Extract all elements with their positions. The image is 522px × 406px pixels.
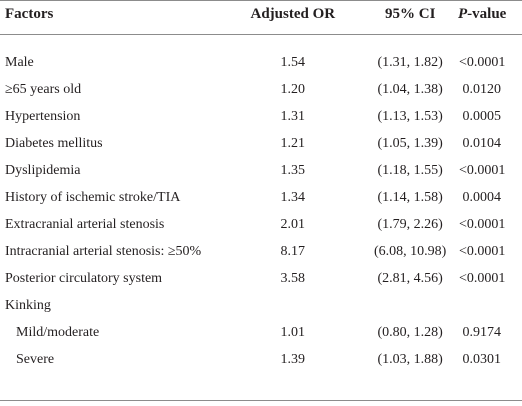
ci: (1.05, 1.39) <box>377 136 443 151</box>
ci: (1.31, 1.82) <box>377 55 443 70</box>
factor: Extracranial arterial stenosis <box>5 217 165 232</box>
factor: Intracranial arterial stenosis: ≥50% <box>5 244 202 259</box>
ci: (1.04, 1.38) <box>377 82 443 97</box>
ci: (1.14, 1.58) <box>377 190 443 205</box>
p-value: <0.0001 <box>459 163 506 178</box>
ci: (6.08, 10.98) <box>374 244 447 259</box>
ci: (1.18, 1.55) <box>377 163 443 178</box>
factor: ≥65 years old <box>5 82 82 97</box>
p-value: 0.0301 <box>462 352 502 367</box>
ci-header: 95% CI <box>385 6 436 22</box>
p-value: 0.0104 <box>462 136 502 151</box>
ci: (2.81, 4.56) <box>377 271 443 286</box>
adjusted-or: 1.39 <box>280 352 306 367</box>
ci: (1.79, 2.26) <box>377 217 443 232</box>
adjusted-or: 1.21 <box>280 136 306 151</box>
group-label: Kinking <box>5 298 51 313</box>
adjusted-or: 1.34 <box>280 190 306 205</box>
p-header: P-value <box>458 6 507 22</box>
p-value: <0.0001 <box>459 217 506 232</box>
factor: Male <box>5 55 34 70</box>
or-header: Adjusted OR <box>250 6 336 22</box>
adjusted-or: 1.01 <box>280 325 306 340</box>
factor: Posterior circulatory system <box>5 271 163 286</box>
header-rule <box>0 34 522 35</box>
adjusted-or: 1.35 <box>280 163 306 178</box>
p-value: 0.0005 <box>462 109 502 124</box>
adjusted-or: 3.58 <box>280 271 306 286</box>
ci: (0.80, 1.28) <box>377 325 443 340</box>
p-value: 0.9174 <box>462 325 502 340</box>
adjusted-or: 1.31 <box>280 109 306 124</box>
p-value: <0.0001 <box>459 244 506 259</box>
p-value: <0.0001 <box>459 55 506 70</box>
factor-header: Factors <box>5 6 54 22</box>
p-value: 0.0120 <box>462 82 502 97</box>
adjusted-or: 8.17 <box>280 244 306 259</box>
adjusted-or: 2.01 <box>280 217 306 232</box>
p-value: 0.0004 <box>462 190 502 205</box>
adjusted-or: 1.54 <box>280 55 306 70</box>
top-rule <box>0 0 522 1</box>
ci: (1.13, 1.53) <box>377 109 443 124</box>
factor: Mild/moderate <box>16 325 100 340</box>
factor: Dyslipidemia <box>5 163 81 178</box>
adjusted-or: 1.20 <box>280 82 306 97</box>
factor: Severe <box>16 352 55 367</box>
bottom-rule <box>0 400 522 401</box>
p-value: <0.0001 <box>459 271 506 286</box>
factor: Diabetes mellitus <box>5 136 103 151</box>
ci: (1.03, 1.88) <box>377 352 443 367</box>
factor: Hypertension <box>5 109 81 124</box>
factor: History of ischemic stroke/TIA <box>5 190 181 205</box>
